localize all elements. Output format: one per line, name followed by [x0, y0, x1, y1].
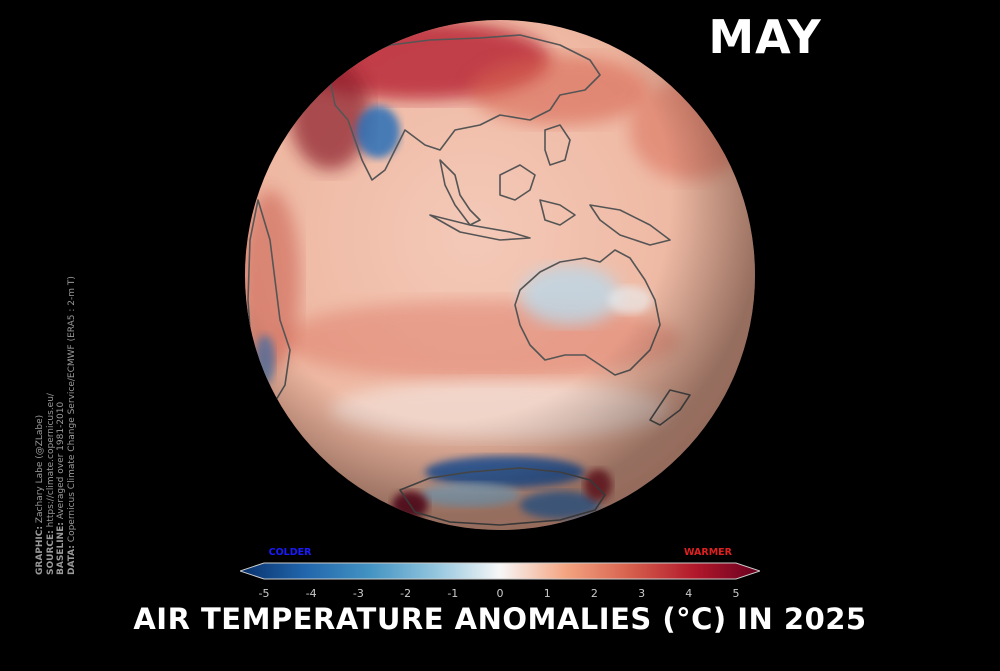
colorbar: COLDER WARMER -5 -4 -3 -2 -1 0 1 2 3 4 5	[240, 547, 760, 600]
colorbar-scale	[240, 562, 760, 580]
colorbar-ticks: -5 -4 -3 -2 -1 0 1 2 3 4 5	[259, 587, 740, 600]
colorbar-tick-label: -5	[259, 587, 270, 600]
colorbar-tick-label: -2	[400, 587, 411, 600]
credit-graphic: GRAPHIC: Zachary Labe (@ZLabe)	[35, 414, 45, 575]
colorbar-tick-label: -4	[306, 587, 317, 600]
colorbar-tick-label: 3	[638, 587, 645, 600]
colder-label: COLDER	[269, 547, 312, 558]
colorbar-tick-label: 2	[591, 587, 598, 600]
credits-block: GRAPHIC: Zachary Labe (@ZLabe) SOURCE: h…	[35, 276, 77, 575]
chart-title: AIR TEMPERATURE ANOMALIES (°C) IN 2025	[133, 602, 867, 636]
credit-baseline: BASELINE: Averaged over 1981-2010	[56, 401, 66, 575]
colorbar-tick-label: 1	[544, 587, 551, 600]
colorbar-tick-label: 5	[733, 587, 740, 600]
colorbar-tick-label: 0	[497, 587, 504, 600]
credit-data: DATA: Copernicus Climate Change Service/…	[66, 276, 77, 575]
colorbar-tick-label: -1	[447, 587, 458, 600]
month-label: MAY	[708, 10, 822, 64]
credit-source: SOURCE: https://climate.copernicus.eu/	[45, 393, 56, 575]
colorbar-tick-label: 4	[685, 587, 692, 600]
colorbar-tick-label: -3	[353, 587, 364, 600]
warmer-label: WARMER	[684, 547, 733, 558]
